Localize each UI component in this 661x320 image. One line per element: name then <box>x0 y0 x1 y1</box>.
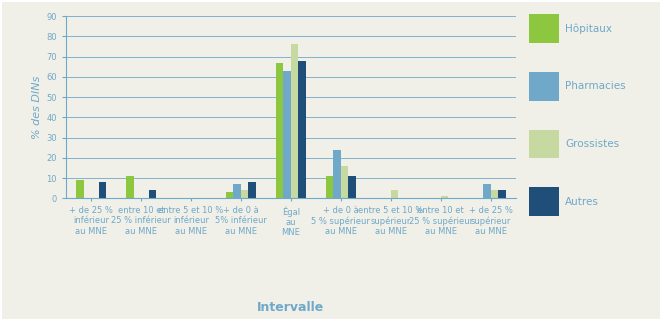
Bar <box>348 176 356 198</box>
Y-axis label: % des DINs: % des DINs <box>32 76 42 139</box>
Bar <box>76 180 83 198</box>
Bar <box>276 63 284 198</box>
Bar <box>341 166 348 198</box>
Bar <box>498 190 506 198</box>
Bar <box>441 196 448 198</box>
Bar <box>126 176 134 198</box>
Bar <box>291 44 298 198</box>
Bar <box>490 190 498 198</box>
Bar <box>98 182 106 198</box>
Text: Hôpitaux: Hôpitaux <box>565 24 612 34</box>
Bar <box>298 60 306 198</box>
Text: Pharmacies: Pharmacies <box>565 81 626 92</box>
Bar <box>284 71 291 198</box>
Bar <box>226 192 233 198</box>
Bar <box>326 176 333 198</box>
Text: Intervalle: Intervalle <box>257 300 325 314</box>
Bar <box>149 190 156 198</box>
Text: Autres: Autres <box>565 196 599 207</box>
Bar <box>333 150 341 198</box>
Bar <box>391 190 398 198</box>
Bar <box>249 182 256 198</box>
Bar <box>483 184 490 198</box>
Bar <box>241 190 249 198</box>
Text: Grossistes: Grossistes <box>565 139 619 149</box>
Bar <box>233 184 241 198</box>
